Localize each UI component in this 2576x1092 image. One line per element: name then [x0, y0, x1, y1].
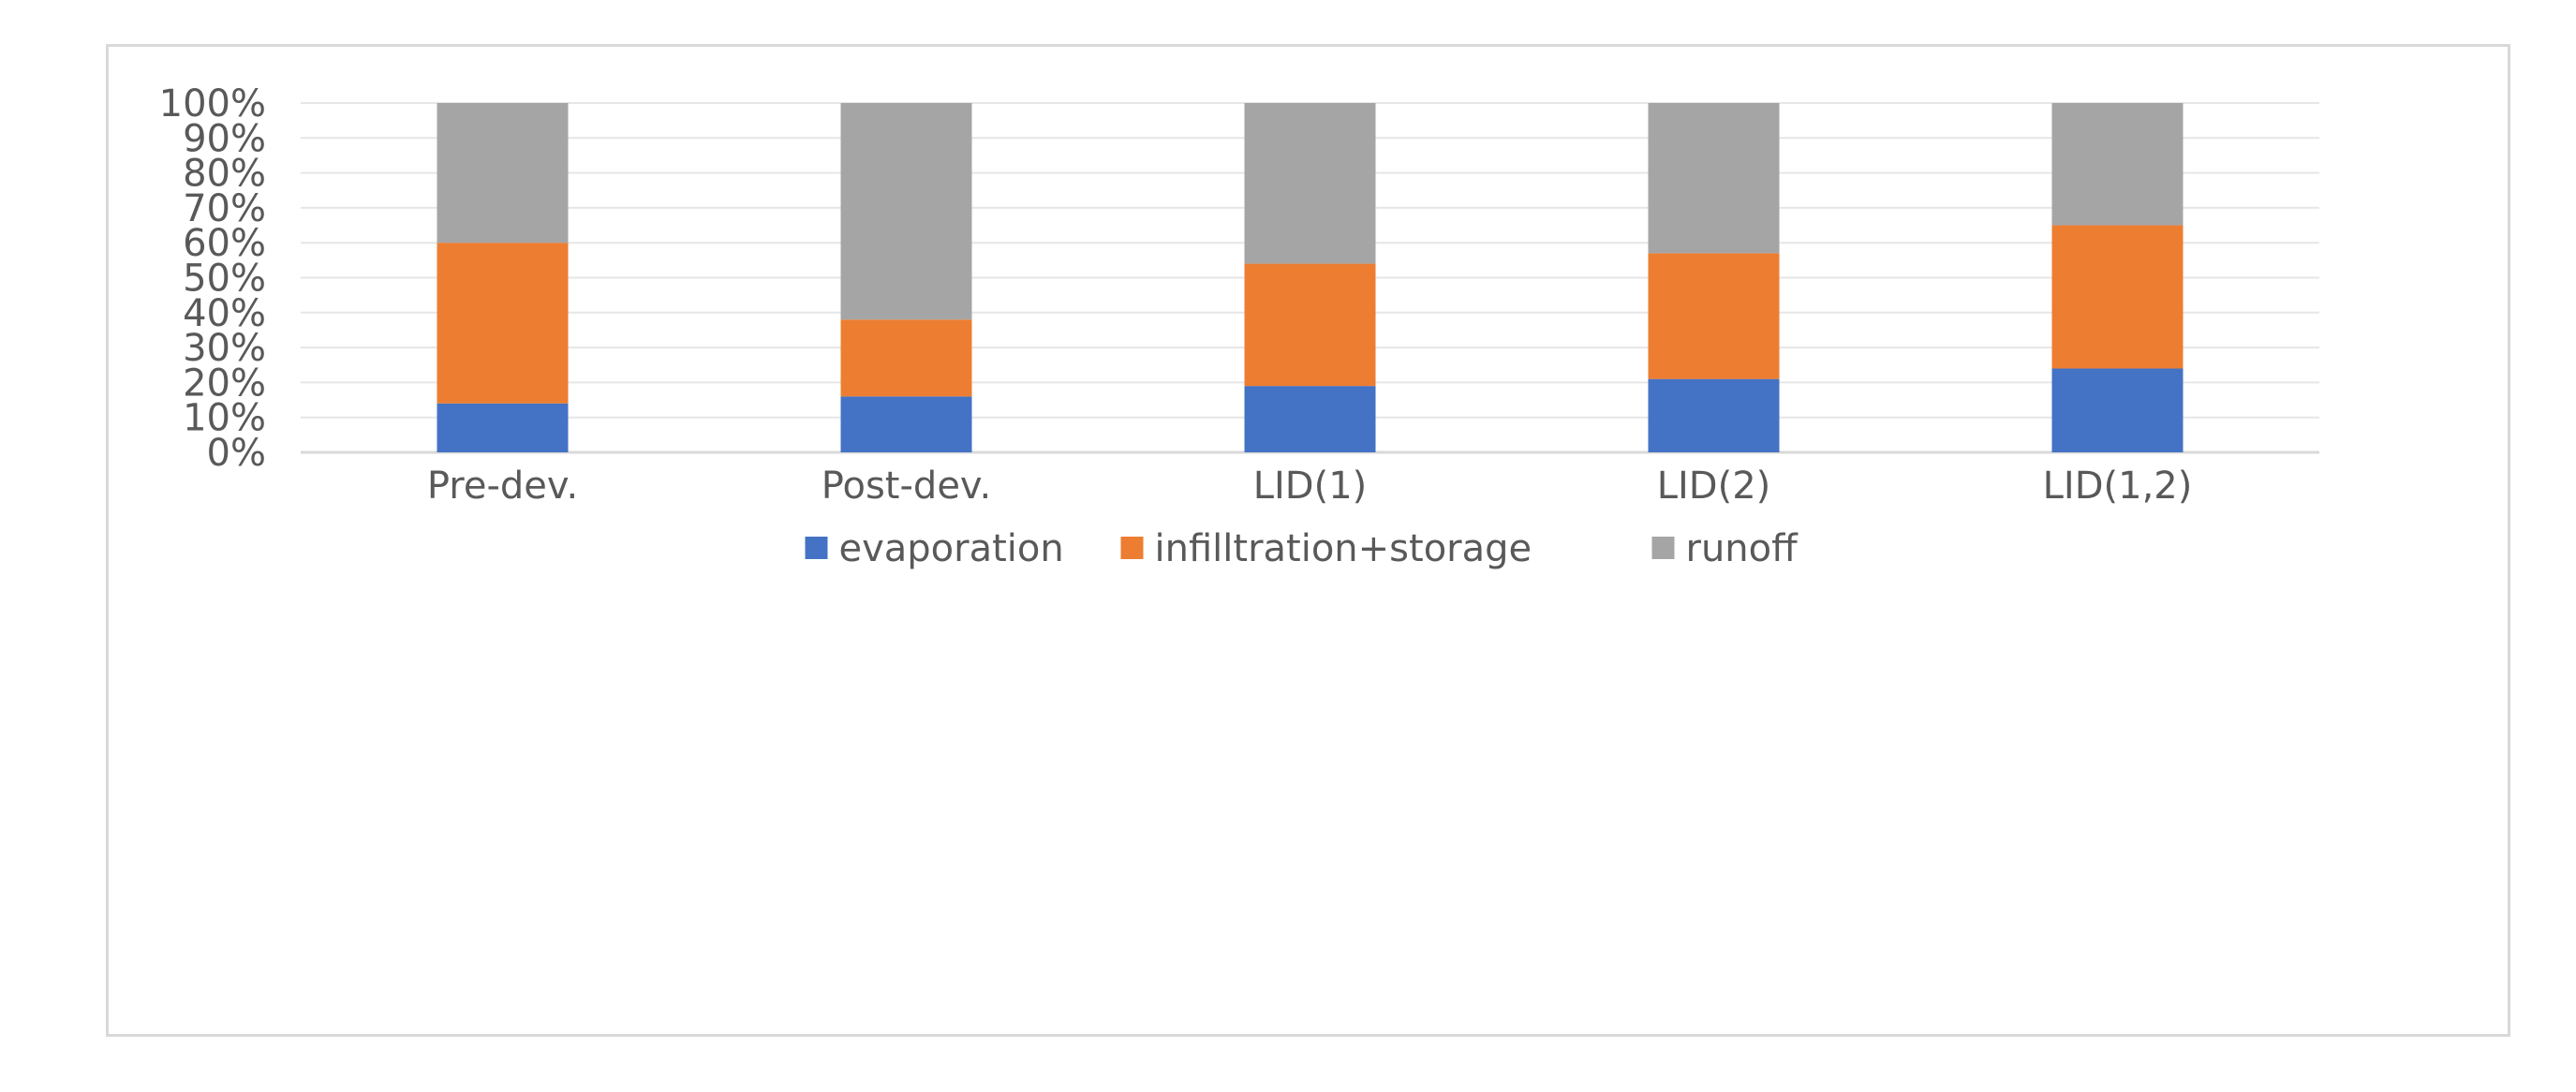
bar-segment-runoff [1648, 103, 1780, 254]
chart-frame: 0% 10% 20% 30% 40% 50% 60% 70% 80% 90% 100% Pre-dev… [106, 44, 2510, 1037]
x-tick-label: LID(2) [1657, 465, 1771, 508]
bar-segment-infilltration-storage [437, 243, 569, 404]
bar-segment-evaporation [2051, 368, 2184, 452]
legend-item: infilltration+storage [1120, 527, 1532, 570]
bar-segment-infilltration-storage [1648, 253, 1780, 379]
x-tick-label: Post-dev. [822, 465, 991, 508]
y-tick-label: 20% [183, 362, 266, 405]
y-tick-label: 10% [183, 397, 266, 440]
bar-segment-runoff [1244, 103, 1376, 264]
bar-segment-evaporation [1648, 378, 1780, 452]
y-tick-label: 0% [207, 432, 266, 475]
bar-stack [2051, 103, 2184, 452]
legend-label: runoff [1686, 527, 1799, 570]
bar-segment-runoff [2051, 103, 2184, 226]
y-tick-label: 70% [183, 187, 266, 230]
x-tick-label: LID(1) [1253, 465, 1368, 508]
legend: evaporation infilltration+storage runoff [805, 527, 1799, 570]
y-tick-label: 100% [159, 82, 266, 125]
bar-segment-infilltration-storage [840, 319, 972, 397]
y-tick-label: 80% [183, 153, 266, 196]
y-tick-label: 60% [183, 222, 266, 265]
bar-stack [437, 103, 569, 452]
bar-stack [840, 103, 972, 452]
bar-segment-infilltration-storage [1244, 263, 1376, 387]
x-tick-label: Pre-dev. [427, 465, 578, 508]
stacked-bar-chart: 0%10%20%30%40%50%60%70%80%90%100% Pre-dev… [159, 82, 2319, 570]
legend-swatch [1120, 537, 1144, 559]
x-tick-label: LID(1,2) [2043, 465, 2193, 508]
bar-segment-runoff [840, 103, 972, 320]
bar-segment-runoff [437, 103, 569, 243]
bar-segment-evaporation [437, 403, 569, 452]
legend-swatch [805, 537, 828, 559]
legend-swatch [1651, 537, 1675, 559]
bar-segment-evaporation [1244, 386, 1376, 452]
bar-stack [1244, 103, 1376, 452]
legend-item: runoff [1651, 527, 1799, 570]
legend-item: evaporation [805, 527, 1064, 570]
y-tick-label: 50% [183, 258, 266, 301]
y-tick-label: 30% [183, 327, 266, 370]
bar-segment-infilltration-storage [2051, 225, 2184, 369]
bar-stack [1648, 103, 1780, 452]
legend-label: evaporation [839, 527, 1064, 570]
bar-segment-evaporation [840, 396, 972, 452]
legend-label: infilltration+storage [1155, 527, 1532, 570]
y-tick-label: 40% [183, 292, 266, 335]
y-tick-label: 90% [183, 117, 266, 160]
